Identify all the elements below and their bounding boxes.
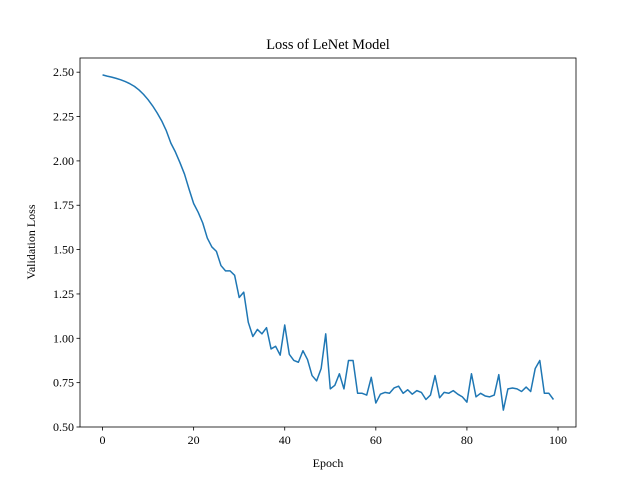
x-tick-label: 0 [100,433,106,447]
y-tick-label: 0.50 [53,420,74,434]
x-tick-label: 40 [279,433,291,447]
y-tick-label: 1.50 [53,243,74,257]
chart-title: Loss of LeNet Model [266,37,390,53]
x-tick-label: 60 [370,433,382,447]
line-series [102,74,555,411]
y-tick-label: 1.25 [53,287,74,301]
y-tick-label: 1.00 [53,331,74,345]
x-tick-label: 80 [461,433,473,447]
y-tick-label: 0.75 [53,376,74,390]
y-axis-label: Validation Loss [24,204,38,279]
x-tick-label: 100 [549,433,567,447]
plot-frame [79,57,577,428]
y-tick-label: 2.25 [53,110,74,124]
x-tick-label: 20 [188,433,200,447]
y-tick-label: 2.50 [53,65,74,79]
x-axis-label: Epoch [313,456,344,470]
y-tick-label: 1.75 [53,198,74,212]
y-tick-label: 2.00 [53,154,74,168]
